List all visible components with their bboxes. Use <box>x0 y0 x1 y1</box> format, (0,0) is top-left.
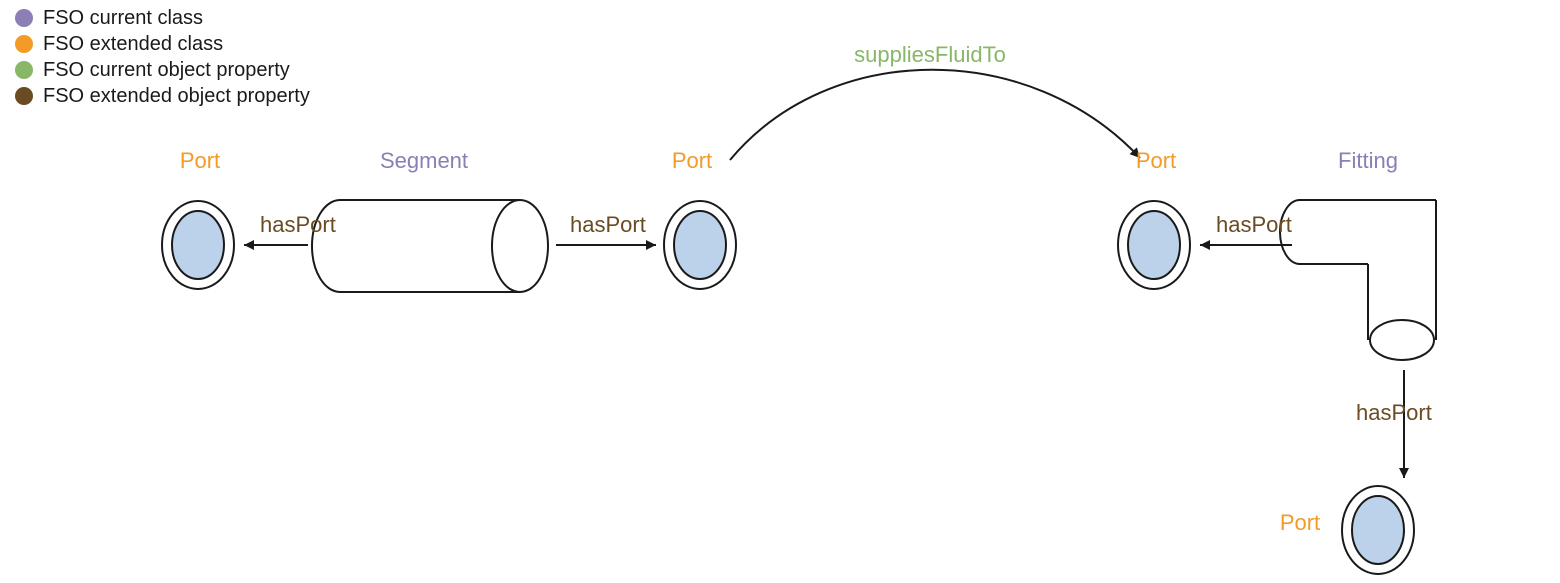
lbl-hasport-1: hasPort <box>260 212 336 237</box>
segment-shape <box>312 200 548 292</box>
legend-label: FSO current object property <box>43 59 290 81</box>
port-inner-fill <box>172 211 224 279</box>
legend: FSO current class FSO extended class FSO c… <box>15 7 310 107</box>
port-1 <box>162 201 234 289</box>
port-4 <box>1342 486 1414 574</box>
lbl-supplies: suppliesFluidTo <box>854 42 1006 67</box>
lbl-hasport-2: hasPort <box>570 212 646 237</box>
port-inner-fill <box>1352 496 1404 564</box>
port-3 <box>1118 201 1190 289</box>
legend-dot <box>15 35 33 53</box>
legend-dot <box>15 87 33 105</box>
legend-label: FSO current class <box>43 7 203 29</box>
fitting-shape <box>1280 200 1436 361</box>
arrow-supplies <box>730 70 1140 160</box>
lbl-fitting: Fitting <box>1338 148 1398 173</box>
legend-label: FSO extended class <box>43 33 223 55</box>
port-inner-fill <box>1128 211 1180 279</box>
lbl-port-2: Port <box>672 148 712 173</box>
legend-dot <box>15 9 33 27</box>
legend-label: FSO extended object property <box>43 85 310 107</box>
legend-dot <box>15 61 33 79</box>
port-inner-fill <box>674 211 726 279</box>
lbl-segment: Segment <box>380 148 468 173</box>
lbl-port-3: Port <box>1136 148 1176 173</box>
lbl-hasport-4: hasPort <box>1356 400 1432 425</box>
lbl-port-4: Port <box>1280 510 1320 535</box>
lbl-port-1: Port <box>180 148 220 173</box>
lbl-hasport-3: hasPort <box>1216 212 1292 237</box>
port-2 <box>664 201 736 289</box>
